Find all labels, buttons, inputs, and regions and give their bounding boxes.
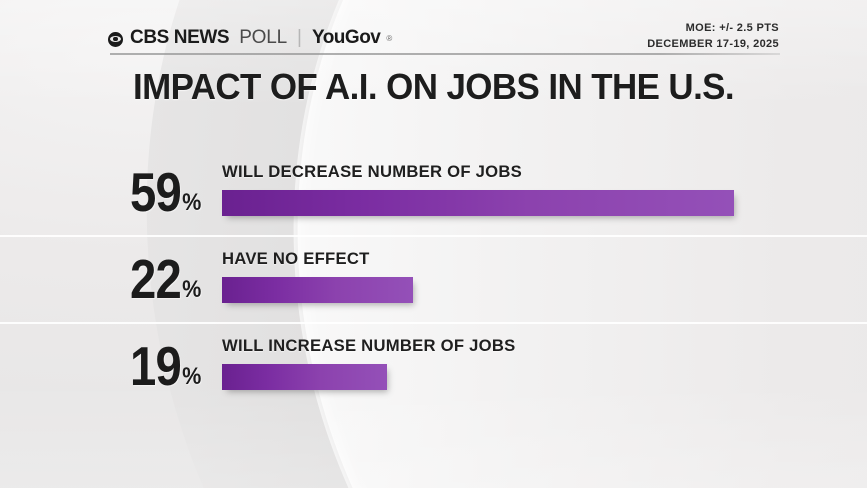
trademark-mark: ® bbox=[386, 33, 393, 43]
result-row: 19% WILL INCREASE NUMBER OF JOBS bbox=[0, 322, 867, 409]
page-title: IMPACT OF A.I. ON JOBS IN THE U.S. bbox=[132, 66, 735, 107]
percent-number: 19 bbox=[130, 334, 182, 397]
result-bar bbox=[222, 277, 413, 303]
result-bar bbox=[222, 364, 387, 390]
result-label: WILL INCREASE NUMBER OF JOBS bbox=[222, 336, 516, 355]
percent-value: 22% bbox=[130, 245, 222, 310]
brand-poll: POLL bbox=[239, 27, 287, 48]
bar-track bbox=[222, 364, 867, 390]
poll-metadata: MOE: +/- 2.5 PTS DECEMBER 17-19, 2025 bbox=[647, 21, 779, 53]
result-row: 59% WILL DECREASE NUMBER OF JOBS bbox=[0, 150, 867, 235]
percent-number: 22 bbox=[130, 247, 182, 310]
percent-symbol: % bbox=[182, 189, 202, 216]
margin-of-error-text: MOE: +/- 2.5 PTS bbox=[685, 22, 779, 34]
percent-symbol: % bbox=[182, 276, 202, 303]
percent-value: 19% bbox=[130, 332, 222, 397]
cbs-eye-icon bbox=[108, 31, 123, 47]
result-label: WILL DECREASE NUMBER OF JOBS bbox=[222, 162, 522, 181]
brand-separator: | bbox=[297, 27, 302, 48]
result-label: HAVE NO EFFECT bbox=[222, 249, 370, 268]
bar-track bbox=[222, 190, 867, 216]
header-divider bbox=[110, 53, 780, 55]
brand-cbs-news: CBS NEWS bbox=[130, 27, 230, 48]
brand-yougov: YouGov bbox=[311, 27, 381, 48]
percent-number: 59 bbox=[130, 160, 182, 223]
bar-track bbox=[222, 277, 867, 303]
percent-value: 59% bbox=[130, 158, 222, 223]
percent-symbol: % bbox=[182, 363, 202, 390]
poll-date-text: DECEMBER 17-19, 2025 bbox=[647, 37, 779, 50]
result-row: 22% HAVE NO EFFECT bbox=[0, 235, 867, 322]
results-list: 59% WILL DECREASE NUMBER OF JOBS 22% HAV… bbox=[0, 150, 867, 409]
graphic-header: CBS NEWS POLL | YouGov ® MOE: +/- 2.5 PTS… bbox=[0, 0, 867, 60]
cbs-news-poll-yougov-logo: CBS NEWS POLL | YouGov ® bbox=[108, 27, 392, 49]
result-bar bbox=[222, 190, 734, 216]
